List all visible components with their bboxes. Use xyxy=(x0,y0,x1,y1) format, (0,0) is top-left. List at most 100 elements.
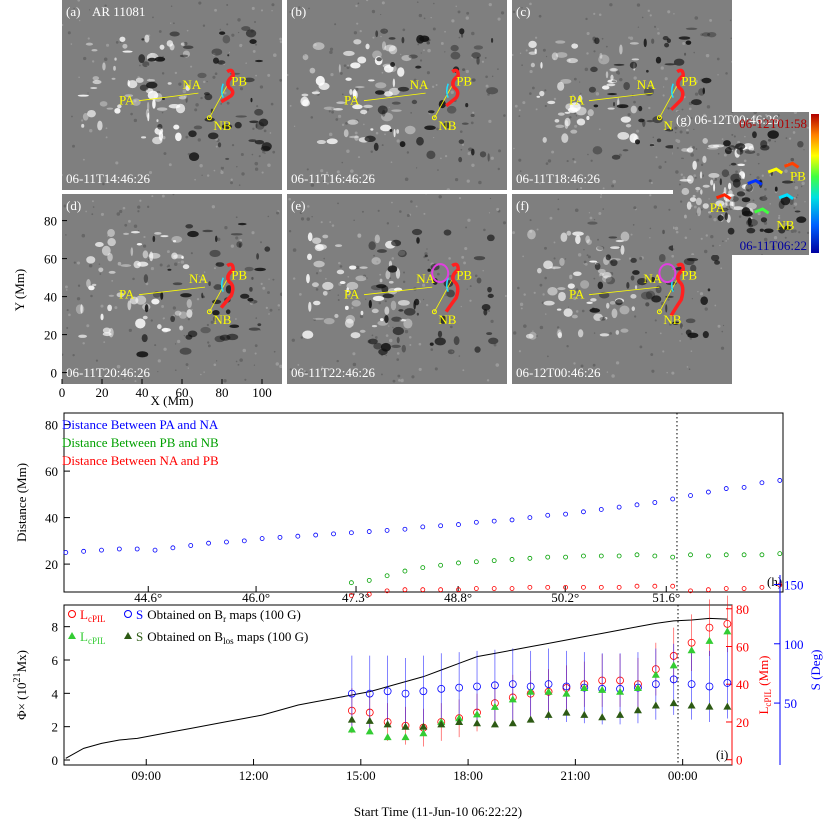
positive-flux xyxy=(404,125,416,135)
positive-flux xyxy=(596,246,604,252)
data-point xyxy=(687,680,696,689)
noise xyxy=(681,333,683,335)
noise xyxy=(215,145,218,148)
positive-flux xyxy=(172,240,177,243)
positive-flux xyxy=(601,85,610,90)
noise xyxy=(471,31,475,36)
noise xyxy=(100,212,104,216)
noise xyxy=(694,92,699,96)
noise xyxy=(310,116,314,119)
negative-flux xyxy=(599,316,606,321)
noise xyxy=(795,174,798,178)
positive-flux xyxy=(345,77,352,81)
noise xyxy=(668,208,671,211)
positive-flux xyxy=(141,136,147,139)
negative-flux xyxy=(608,236,618,239)
negative-flux xyxy=(202,295,205,299)
negative-flux xyxy=(179,54,189,58)
positive-flux xyxy=(159,44,165,50)
noise xyxy=(277,304,281,307)
negative-flux xyxy=(656,138,662,143)
flux-rope-marker xyxy=(658,263,677,284)
data-point xyxy=(705,636,714,644)
noise xyxy=(778,214,781,217)
negative-flux xyxy=(183,41,188,46)
noise xyxy=(81,233,86,238)
data-point xyxy=(438,523,444,529)
noise xyxy=(311,216,313,218)
noise xyxy=(572,158,575,161)
positive-flux xyxy=(157,324,162,330)
noise xyxy=(529,229,533,233)
noise xyxy=(669,323,672,326)
noise xyxy=(89,129,93,133)
nb-marker xyxy=(656,309,662,315)
noise xyxy=(708,198,710,200)
noise xyxy=(334,23,337,26)
noise xyxy=(539,283,543,287)
noise xyxy=(674,126,678,130)
negative-flux xyxy=(225,309,231,315)
noise xyxy=(684,236,688,240)
positive-flux xyxy=(90,86,98,90)
feature-label: PB xyxy=(681,268,697,283)
noise xyxy=(633,206,637,210)
noise xyxy=(682,42,686,46)
positive-flux xyxy=(151,298,160,305)
data-point xyxy=(527,584,533,590)
noise xyxy=(363,123,365,126)
negative-flux xyxy=(161,97,165,101)
noise xyxy=(62,23,64,27)
positive-flux xyxy=(706,147,719,150)
noise xyxy=(696,190,699,193)
negative-flux xyxy=(146,81,158,89)
noise xyxy=(251,153,254,156)
data-point xyxy=(705,587,711,593)
negative-flux xyxy=(685,318,696,324)
noise xyxy=(362,274,367,278)
negative-flux xyxy=(170,315,176,323)
noise xyxy=(183,334,186,337)
y-axis-label: Φ× (1021Mx) xyxy=(12,650,29,720)
noise xyxy=(313,43,317,47)
noise xyxy=(696,158,700,162)
data-point xyxy=(669,699,678,707)
negative-flux xyxy=(212,316,217,322)
y-tick-label: 60 xyxy=(44,252,57,267)
positive-flux xyxy=(129,296,139,305)
data-point xyxy=(383,720,392,728)
noise xyxy=(612,179,616,184)
data-point xyxy=(63,550,69,555)
positive-flux xyxy=(610,74,614,81)
y-tick-label: 80 xyxy=(45,418,58,433)
noise xyxy=(288,230,292,233)
negative-flux xyxy=(208,281,211,286)
noise xyxy=(490,156,494,160)
noise xyxy=(200,373,202,376)
y3-tick-label: 150 xyxy=(784,577,804,592)
noise xyxy=(206,80,208,83)
noise xyxy=(254,21,256,23)
colorbar-top-label: 06-12T01:58 xyxy=(739,116,807,131)
noise xyxy=(649,194,652,197)
noise xyxy=(529,219,532,222)
noise xyxy=(315,272,319,275)
noise xyxy=(263,129,267,133)
positive-flux xyxy=(357,56,367,64)
noise xyxy=(466,179,470,183)
noise xyxy=(403,271,406,274)
noise xyxy=(373,254,376,257)
noise xyxy=(267,163,271,168)
noise xyxy=(735,170,738,174)
positive-flux xyxy=(122,43,128,49)
negative-flux xyxy=(780,196,791,206)
positive-flux xyxy=(578,95,583,103)
negative-flux xyxy=(473,256,486,261)
noise xyxy=(289,10,292,14)
negative-flux xyxy=(741,207,751,216)
noise xyxy=(705,234,709,237)
noise xyxy=(752,199,755,202)
noise xyxy=(114,306,118,310)
positive-flux xyxy=(567,283,575,289)
data-point xyxy=(509,586,515,591)
